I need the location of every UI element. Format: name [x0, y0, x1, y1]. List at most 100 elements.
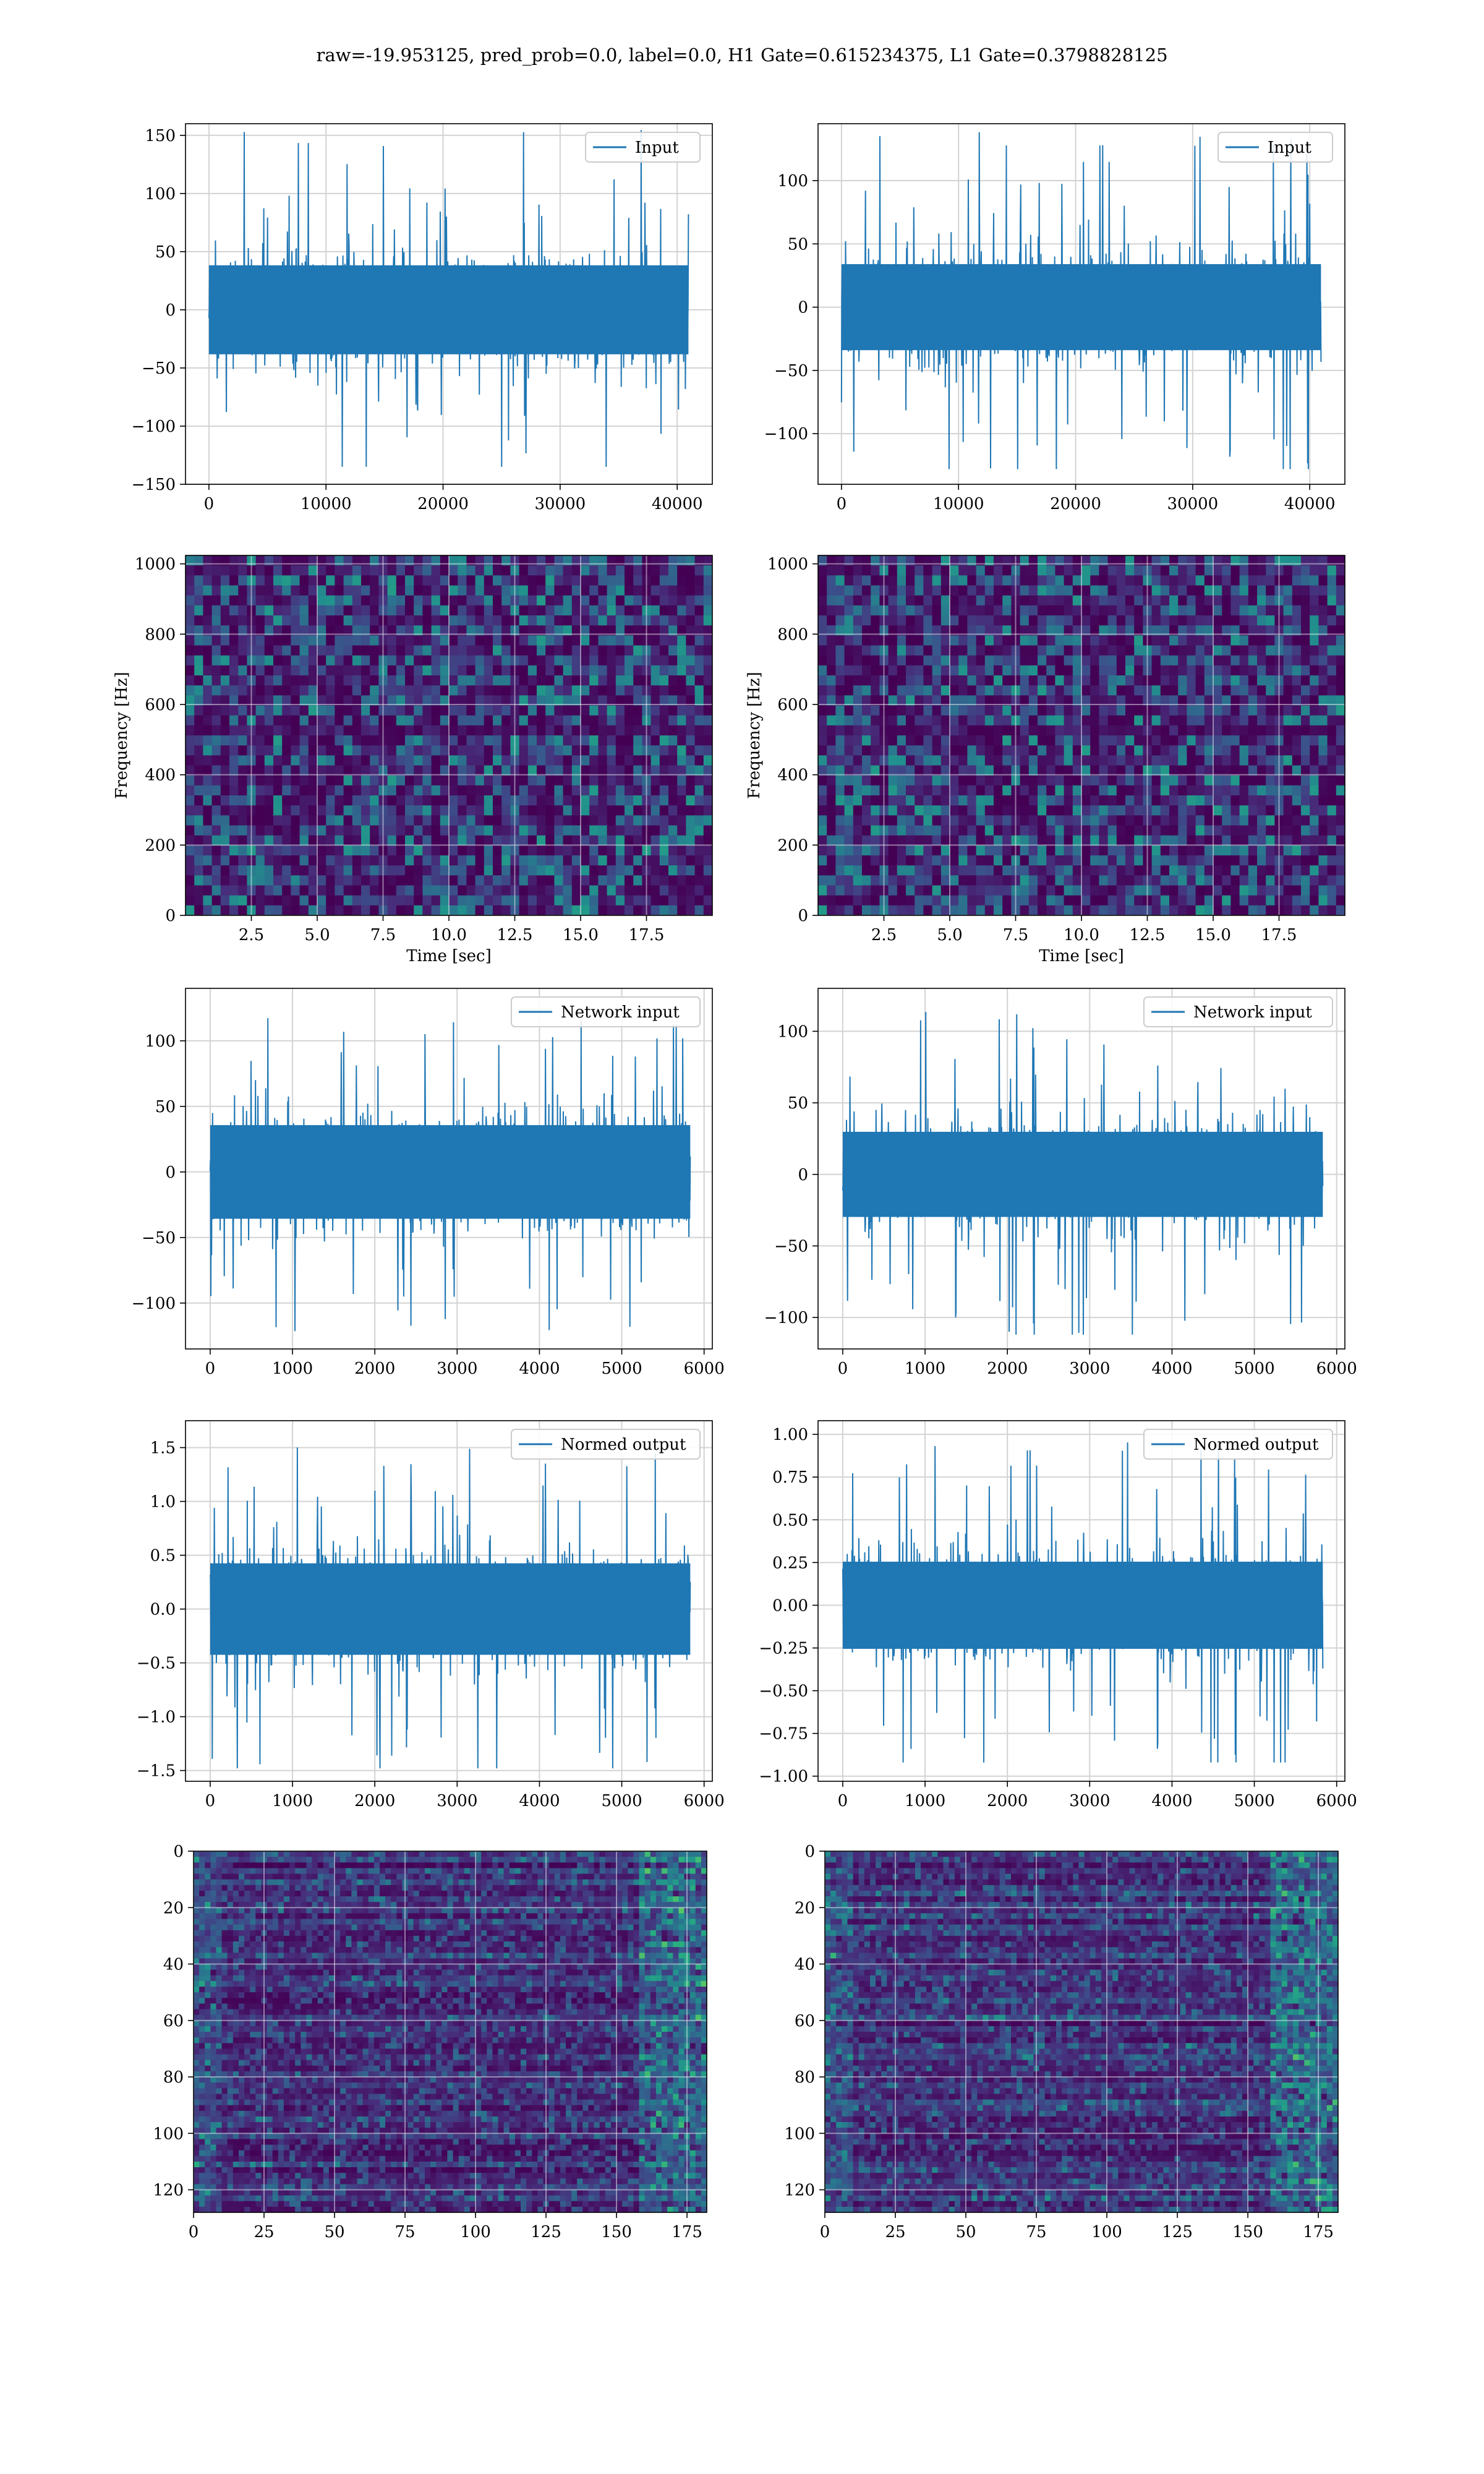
heatmap-cell	[299, 865, 309, 876]
heatmap-cell	[950, 795, 959, 806]
heatmap-cell	[818, 795, 827, 806]
heatmap-cell	[1274, 905, 1284, 915]
heatmap-cell	[1125, 555, 1135, 566]
heatmap-cell	[405, 905, 414, 915]
heatmap-cell	[361, 885, 370, 896]
heatmap-cell	[527, 855, 537, 866]
heatmap-cell	[422, 635, 432, 646]
heatmap-cell	[1318, 885, 1328, 896]
heatmap-cell	[510, 665, 520, 676]
heatmap-cell	[633, 675, 642, 686]
heatmap-cell	[958, 835, 968, 846]
heatmap-cell	[1204, 595, 1214, 606]
x-tick-label: 4000	[1151, 1359, 1192, 1378]
heatmap-cell	[352, 555, 362, 566]
heatmap-cell	[563, 905, 573, 915]
heatmap-cell	[686, 665, 696, 676]
heatmap-cell	[940, 575, 950, 586]
heatmap-cell	[220, 905, 230, 915]
heatmap-cell	[554, 875, 564, 886]
heatmap-cell	[1038, 575, 1047, 586]
heatmap-cell	[694, 855, 704, 866]
heatmap-cell	[1239, 595, 1249, 606]
heatmap-cell	[440, 655, 450, 666]
heatmap-cell	[220, 765, 230, 776]
heatmap-cell	[1072, 665, 1082, 676]
heatmap-cell	[1248, 835, 1258, 846]
heatmap-cell	[216, 1851, 223, 1857]
heatmap-cell	[844, 725, 854, 736]
heatmap-cell	[1266, 655, 1275, 666]
heatmap-cell	[1222, 745, 1231, 756]
heatmap-cell	[1028, 655, 1038, 666]
heatmap-cell	[625, 715, 634, 726]
heatmap-cell	[1266, 775, 1275, 786]
heatmap-cell	[1301, 725, 1310, 736]
heatmap-cell	[932, 805, 942, 816]
heatmap-cell	[264, 685, 274, 696]
heatmap-cell	[923, 685, 933, 696]
heatmap-cell	[1213, 785, 1222, 796]
heatmap-cell	[194, 635, 203, 646]
heatmap-cell	[1125, 705, 1135, 716]
heatmap-cell	[1204, 895, 1214, 906]
heatmap-cell	[378, 715, 388, 726]
heatmap-cell	[581, 725, 590, 736]
heatmap-cell	[1257, 625, 1266, 636]
heatmap-cell	[827, 825, 836, 836]
heatmap-cell	[923, 675, 933, 686]
heatmap-cell	[264, 565, 274, 576]
heatmap-cell	[976, 645, 986, 656]
heatmap-cell	[1257, 905, 1266, 915]
heatmap-cell	[554, 675, 564, 686]
heatmap-cell	[343, 655, 353, 666]
heatmap-cell	[1248, 755, 1258, 766]
heatmap-cell	[220, 715, 230, 726]
heatmap-cell	[598, 905, 608, 915]
heatmap-cell	[1310, 755, 1319, 766]
heatmap-cell	[633, 605, 642, 616]
heatmap-cell	[335, 765, 344, 776]
heatmap-cell	[370, 815, 379, 826]
heatmap-cell	[308, 805, 318, 816]
heatmap-cell	[994, 765, 1003, 776]
heatmap-cell	[642, 735, 652, 746]
heatmap-cell	[1178, 875, 1187, 886]
heatmap-cell	[220, 705, 230, 716]
heatmap-cell	[247, 675, 257, 686]
heatmap-cell	[650, 795, 660, 806]
heatmap-cell	[1310, 665, 1319, 676]
heatmap-cell	[466, 855, 476, 866]
heatmap-cell	[686, 585, 696, 596]
heatmap-cell	[994, 795, 1003, 806]
x-tick-label: 40000	[652, 495, 703, 513]
heatmap-cell	[210, 1862, 217, 1868]
heatmap-cell	[1134, 685, 1143, 696]
heatmap-cell	[361, 605, 370, 616]
heatmap-cell	[694, 835, 704, 846]
heatmap-cell	[1195, 885, 1205, 896]
heatmap-cell	[458, 875, 467, 886]
heatmap-cell	[835, 795, 845, 806]
heatmap-cell	[1195, 585, 1205, 596]
heatmap-cell	[1099, 845, 1109, 856]
heatmap-cell	[1195, 705, 1205, 716]
heatmap-cell	[335, 745, 344, 756]
heatmap-cell	[1011, 575, 1021, 586]
heatmap-cell	[405, 585, 414, 596]
heatmap-cell	[615, 555, 625, 566]
heatmap-cell	[625, 665, 634, 676]
heatmap-cell	[598, 585, 608, 596]
heatmap-cell	[326, 845, 335, 856]
heatmap-cell	[458, 785, 467, 796]
heatmap-cell	[940, 595, 950, 606]
heatmap-cell	[1239, 675, 1249, 686]
heatmap-cell	[639, 1851, 646, 1857]
heatmap-cell	[950, 615, 959, 626]
heatmap-cell	[563, 765, 573, 776]
heatmap-cell	[458, 845, 467, 856]
heatmap-cell	[186, 565, 195, 576]
heatmap-cell	[396, 835, 406, 846]
heatmap-cell	[308, 845, 318, 856]
heatmap-cell	[449, 835, 458, 846]
